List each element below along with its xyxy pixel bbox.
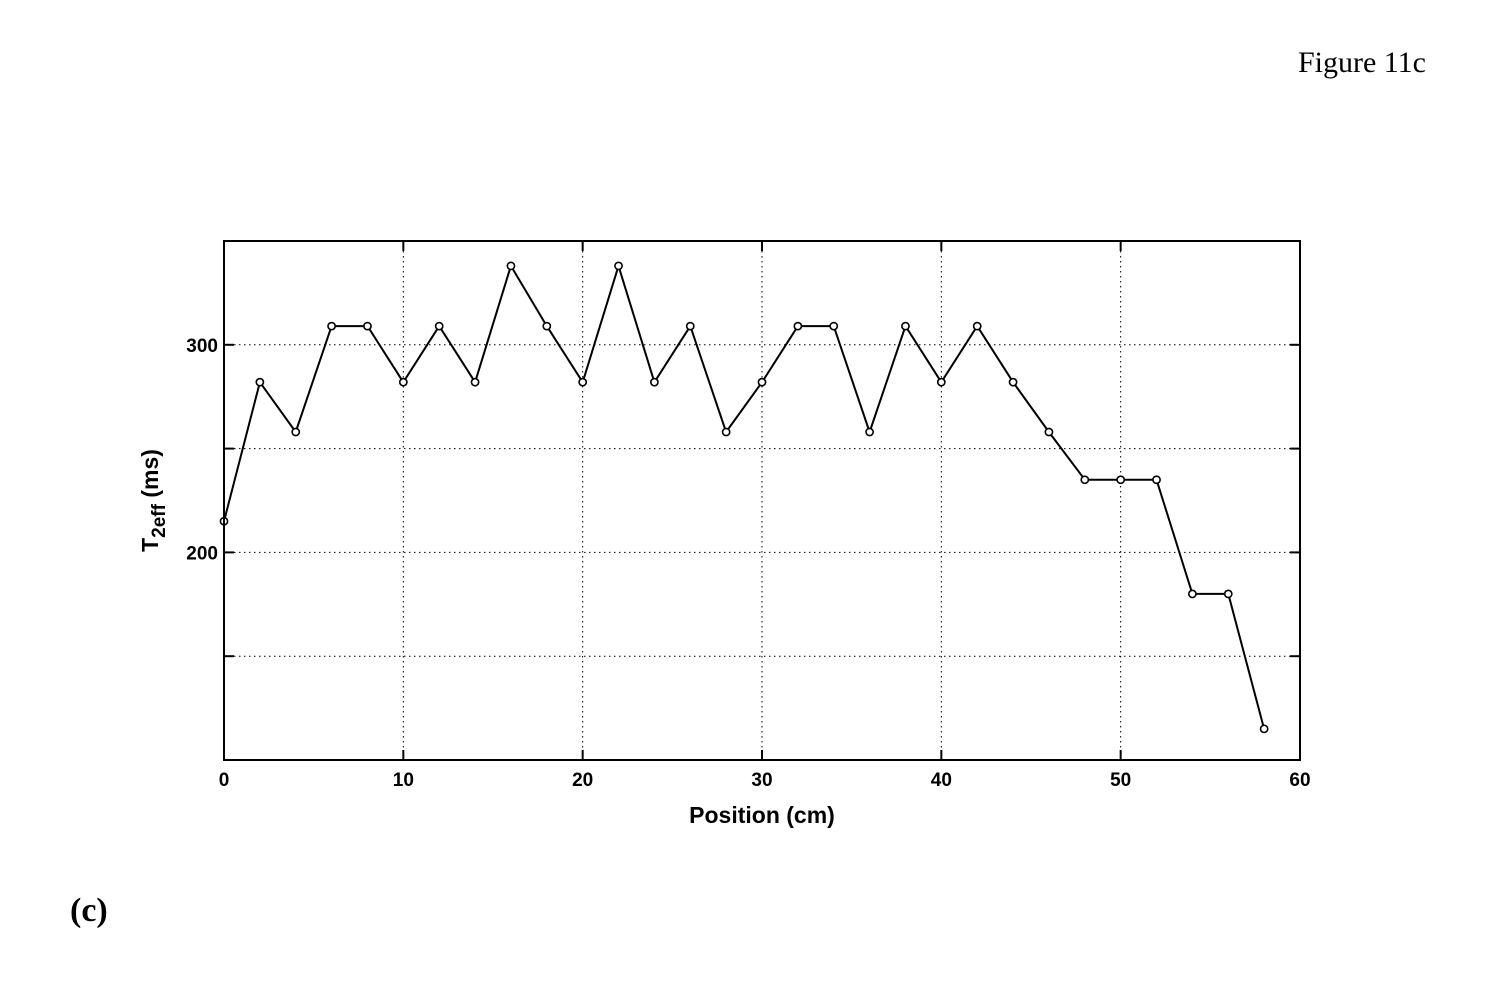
data-point [470,377,480,387]
data-point [291,427,301,437]
data-point [327,321,336,331]
figure-label: Figure 11c [1297,46,1426,79]
data-point [1259,724,1269,734]
series-polyline [223,264,1266,730]
data-point [936,377,946,387]
x-tick-label: 60 [1289,770,1310,791]
x-axis-title: Position (cm) [689,802,835,828]
data-point [1188,589,1197,599]
data-point [363,321,372,331]
axis-ticks [223,241,1301,760]
panel-label: (c) [70,892,108,929]
y-axis-title-rest: (ms) [137,449,163,504]
data-point [398,377,408,387]
data-point [757,377,767,387]
data-markers [219,261,1269,734]
data-point [1080,475,1090,485]
data-point [685,321,695,331]
data-point [721,427,731,437]
x-tick-label: 30 [751,770,772,791]
data-point [1116,475,1126,485]
tick-labels: 0 10 20 30 40 50 60 200 300 [186,336,1310,791]
data-point [1152,475,1161,485]
y-tick-label: 300 [186,336,218,357]
data-point [793,321,803,331]
y-axis-title-main: T [137,538,163,552]
y-axis-title: T2eff (ms) [137,449,170,552]
x-tick-label: 50 [1110,770,1131,791]
data-point [1044,427,1054,437]
data-point [972,321,982,331]
grid-lines [224,241,1300,760]
x-tick-label: 40 [931,770,952,791]
data-point [901,321,910,331]
data-point [650,377,659,387]
y-tick-label: 200 [186,543,218,564]
data-point [1223,589,1233,599]
data-point [1008,377,1018,387]
data-point [578,377,588,387]
data-point [829,321,839,331]
data-point [255,377,265,387]
data-point [614,261,623,271]
x-tick-label: 0 [219,770,230,791]
data-point [506,261,516,271]
data-point [542,321,552,331]
y-axis-title-sub: 2eff [149,503,170,537]
data-point [434,321,444,331]
x-tick-label: 20 [572,770,593,791]
x-tick-label: 10 [393,770,414,791]
series-line [223,264,1266,730]
data-point [865,427,874,437]
